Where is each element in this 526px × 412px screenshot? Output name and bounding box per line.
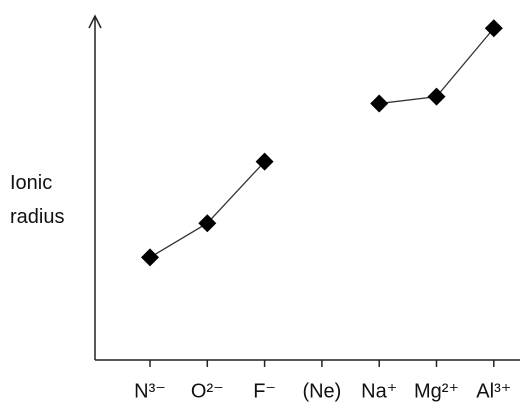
x-tick-label: Al³⁺ [476, 380, 511, 402]
marker [427, 87, 446, 106]
x-tick-label: (Ne) [302, 380, 341, 402]
y-axis-arrow [88, 14, 102, 29]
y-axis-label: Ionic radius [10, 172, 65, 228]
marker [141, 248, 159, 267]
x-tick-label: F⁻ [253, 380, 276, 402]
marker [484, 19, 503, 38]
x-tick-label: Na⁺ [361, 380, 397, 402]
x-tick-label: O²⁻ [191, 380, 224, 402]
marker [370, 94, 389, 113]
marker [198, 214, 217, 233]
x-tick-label: N³⁻ [134, 380, 166, 402]
marker [255, 152, 274, 171]
x-tick-label: Mg²⁺ [414, 380, 459, 402]
